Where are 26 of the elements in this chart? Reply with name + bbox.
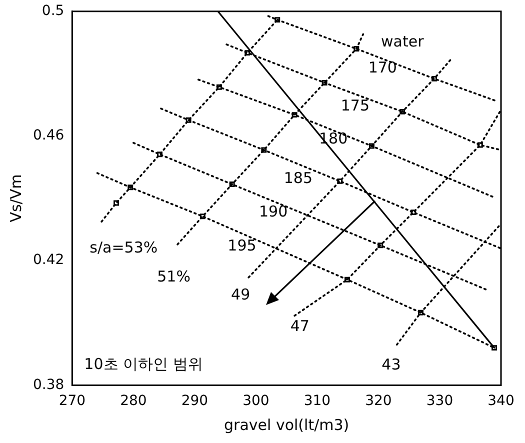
annotation: 10초 이하인 범위	[84, 355, 203, 374]
annotation: 51%	[157, 267, 190, 286]
y-tick-label: 0.5	[42, 3, 64, 20]
annotation: 195	[228, 236, 256, 254]
y-tick-label: 0.46	[33, 128, 64, 144]
annotation: s/a=53%	[90, 238, 158, 256]
annotation: 49	[231, 285, 250, 304]
annotation: water	[380, 32, 425, 50]
annotation: 185	[284, 169, 312, 188]
x-tick-label: 300	[242, 393, 270, 410]
annotation: 175	[340, 96, 370, 115]
annotation: 190	[258, 202, 288, 220]
annotation: 47	[290, 317, 310, 336]
y-tick-label: 0.38	[33, 376, 64, 393]
x-axis-title: gravel vol(lt/m3)	[224, 416, 350, 434]
annotation: 170	[368, 58, 397, 76]
annotation: 43	[382, 356, 401, 374]
y-tick-label: 0.42	[33, 252, 64, 268]
x-tick-label: 290	[181, 393, 208, 410]
x-tick-label: 330	[426, 393, 454, 410]
x-tick-label: 340	[488, 393, 514, 410]
x-tick-label: 270	[58, 393, 86, 410]
x-tick-label: 280	[120, 393, 147, 410]
y-axis-title: Vs/Vm	[6, 174, 25, 222]
x-tick-label: 320	[365, 393, 392, 410]
x-tick-label: 310	[304, 393, 331, 410]
